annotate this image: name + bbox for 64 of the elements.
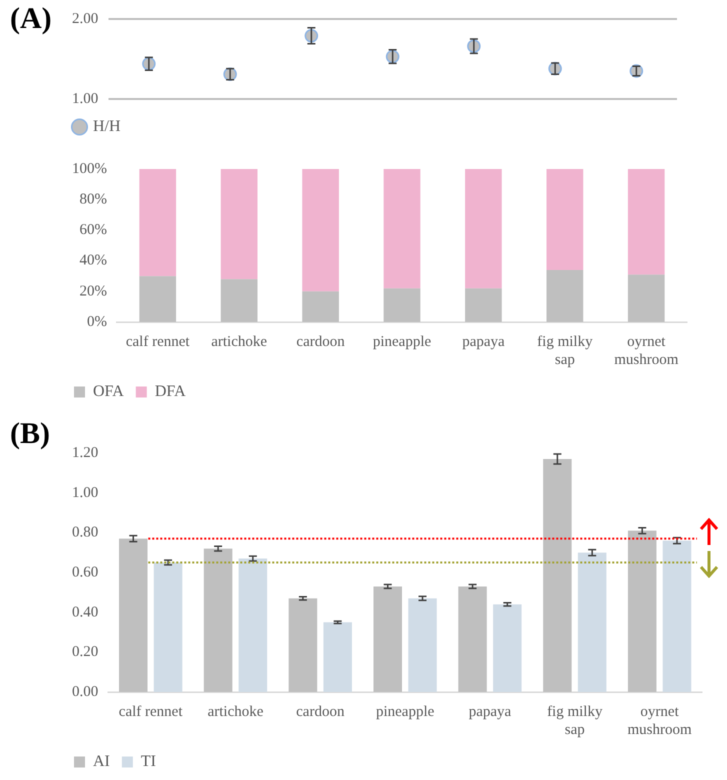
bar [154, 562, 182, 692]
bar [302, 291, 339, 322]
x-tick-label: calf rennet [118, 704, 184, 720]
bar [139, 276, 176, 322]
y-tick-label: 40% [79, 252, 107, 269]
x-tick-label: fig milky sap [537, 334, 594, 368]
bar [323, 622, 352, 692]
bar [465, 169, 502, 288]
x-tick-label: fig milky sap [547, 704, 603, 738]
y-tick-label: 0.60 [72, 564, 98, 580]
bar [546, 270, 584, 322]
y-tick-label: 60% [79, 222, 107, 238]
bar [628, 169, 665, 275]
x-tick-label: pineapple [372, 334, 432, 350]
bar [465, 288, 502, 322]
bar [628, 274, 665, 322]
bar [384, 169, 420, 288]
bar [288, 598, 318, 692]
y-tick-label: 80% [79, 192, 107, 208]
x-tick-label: papaya [468, 704, 512, 720]
bar [139, 169, 176, 276]
y-tick-label: 2.00 [72, 10, 98, 27]
y-tick-label: 1.00 [72, 484, 98, 501]
bar [493, 604, 522, 692]
bar [204, 548, 232, 692]
bar [373, 586, 402, 692]
x-tick-label: cardoon [296, 334, 346, 350]
legend-label: TI [140, 753, 156, 770]
bar [220, 279, 258, 322]
bar [119, 538, 148, 692]
y-tick-label: 0% [86, 314, 107, 330]
bar [543, 458, 572, 692]
chart-title: (B) [10, 417, 50, 451]
x-tick-label: calf rennet [126, 334, 190, 350]
x-tick-label: papaya [462, 334, 505, 350]
y-tick-label: 0.00 [72, 684, 98, 700]
legend-label: AI [93, 753, 110, 770]
bar [220, 169, 258, 280]
bar [408, 598, 437, 692]
y-tick-label: 20% [79, 283, 107, 300]
x-tick-label: artichoke [211, 334, 268, 350]
y-tick-label: 1.00 [72, 90, 98, 107]
y-tick-label: 100% [72, 160, 107, 177]
x-tick-label: oyrnet mushroom [628, 704, 692, 738]
y-tick-label: 0.40 [72, 604, 98, 620]
bar [458, 586, 487, 692]
chart-title: (A) [10, 2, 52, 36]
y-tick-label: 0.20 [72, 644, 98, 660]
bar [628, 530, 656, 692]
y-tick-label: 1.20 [72, 444, 98, 461]
bar [238, 558, 268, 692]
x-tick-label: artichoke [208, 704, 264, 720]
bar [302, 169, 339, 292]
bar [662, 540, 692, 692]
x-tick-label: cardoon [296, 704, 345, 720]
bar [546, 169, 584, 270]
x-tick-label: pineapple [376, 704, 435, 720]
x-tick-label: oyrnet mushroom [614, 334, 679, 368]
legend-label: OFA [93, 383, 124, 400]
bar [578, 552, 606, 692]
legend-label: H/H [93, 118, 121, 136]
bar [384, 288, 420, 322]
y-tick-label: 0.80 [72, 524, 98, 541]
legend-label: DFA [154, 383, 186, 400]
